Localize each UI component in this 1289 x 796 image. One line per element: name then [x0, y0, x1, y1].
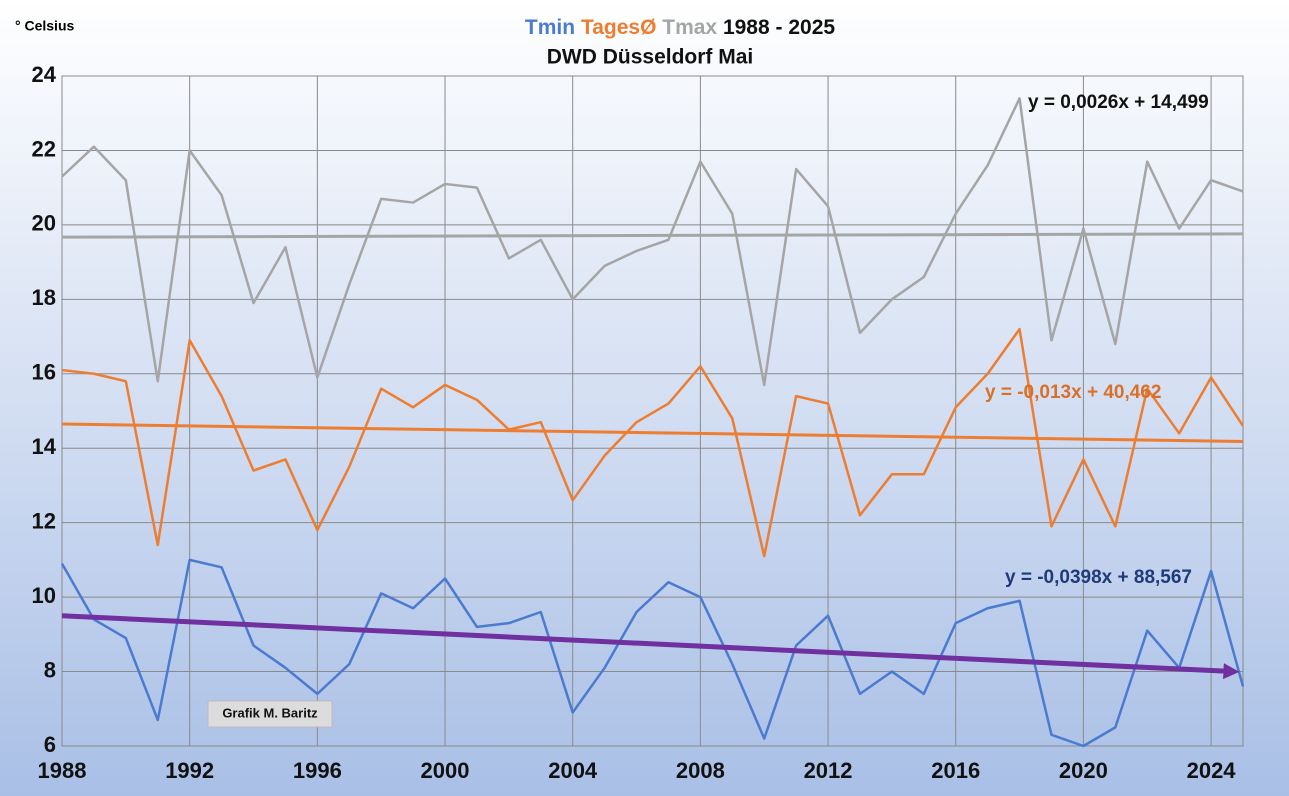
title-series: TagesØ	[581, 16, 656, 39]
y-unit: ° Celsius	[15, 18, 75, 34]
y-tick-label: 16	[32, 360, 56, 385]
x-tick-label: 2008	[676, 758, 725, 783]
x-tick-label: 1988	[38, 758, 87, 783]
annotation-box	[207, 700, 333, 728]
x-tick-label: 2012	[804, 758, 853, 783]
y-tick-label: 24	[32, 62, 57, 87]
y-tick-label: 6	[44, 732, 56, 757]
x-tick-label: 2020	[1059, 758, 1108, 783]
trend-label: y = 0,0026x + 14,499	[1028, 92, 1209, 113]
title-series: Tmin	[525, 16, 575, 39]
y-tick-label: 18	[32, 285, 56, 310]
title-series: Tmax	[662, 16, 717, 39]
x-tick-label: 2004	[548, 758, 598, 783]
trend-line	[61, 613, 1240, 680]
chart-subtitle: DWD Düsseldorf Mai	[547, 46, 754, 69]
series-line	[61, 327, 1245, 558]
y-tick-label: 8	[44, 657, 56, 682]
y-tick-label: 20	[32, 211, 56, 236]
title-range: 1988 - 2025	[723, 16, 835, 39]
x-tick-label: 1996	[293, 758, 342, 783]
x-tick-label: 2016	[931, 758, 980, 783]
trend-label: y = -0,0398x + 88,567	[1005, 567, 1192, 588]
series-line	[61, 97, 1244, 387]
y-tick-label: 10	[32, 583, 56, 608]
chart-title: Tmin TagesØ Tmax 1988 - 2025	[525, 16, 835, 39]
y-tick-label: 14	[32, 434, 57, 459]
x-tick-label: 2000	[421, 758, 470, 783]
x-tick-label: 1992	[165, 758, 214, 783]
trend-line	[61, 232, 1244, 239]
trend-label: y = -0,013x + 40,462	[985, 382, 1161, 403]
x-tick-label: 2024	[1187, 758, 1237, 783]
trend-line	[61, 422, 1244, 444]
annotation: Grafik M. Baritz	[222, 705, 318, 720]
y-tick-label: 22	[32, 136, 56, 161]
y-tick-label: 12	[32, 508, 56, 533]
series-line	[60, 558, 1245, 748]
